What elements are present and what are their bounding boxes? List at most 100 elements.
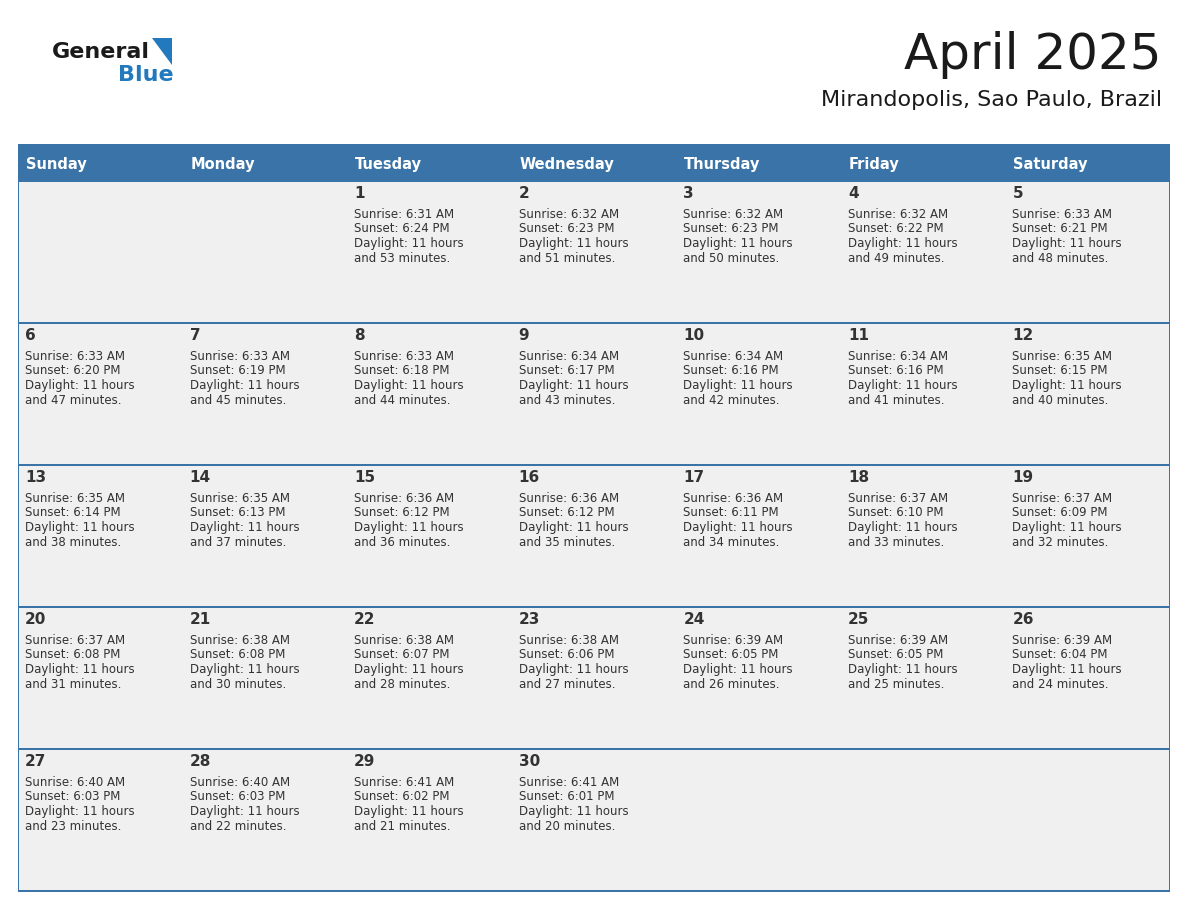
Text: 30: 30 <box>519 755 541 769</box>
Text: Sunset: 6:09 PM: Sunset: 6:09 PM <box>1012 507 1108 520</box>
Text: 7: 7 <box>190 329 201 343</box>
Text: Sunset: 6:08 PM: Sunset: 6:08 PM <box>25 648 120 662</box>
Text: Sunset: 6:05 PM: Sunset: 6:05 PM <box>683 648 778 662</box>
Text: Daylight: 11 hours: Daylight: 11 hours <box>683 237 792 250</box>
Text: Daylight: 11 hours: Daylight: 11 hours <box>25 805 134 818</box>
Bar <box>347 466 512 606</box>
Text: and 20 minutes.: and 20 minutes. <box>519 820 615 833</box>
Text: Daylight: 11 hours: Daylight: 11 hours <box>354 663 463 676</box>
Bar <box>183 148 347 180</box>
Text: Sunset: 6:10 PM: Sunset: 6:10 PM <box>848 507 943 520</box>
Bar <box>512 466 676 606</box>
Text: Sunset: 6:12 PM: Sunset: 6:12 PM <box>519 507 614 520</box>
Text: Daylight: 11 hours: Daylight: 11 hours <box>1012 521 1121 534</box>
Text: Sunset: 6:04 PM: Sunset: 6:04 PM <box>1012 648 1108 662</box>
Text: Sunrise: 6:38 AM: Sunrise: 6:38 AM <box>354 634 454 647</box>
Text: and 23 minutes.: and 23 minutes. <box>25 820 121 833</box>
Text: Sunrise: 6:41 AM: Sunrise: 6:41 AM <box>519 776 619 789</box>
Text: 20: 20 <box>25 612 46 628</box>
Bar <box>183 750 347 890</box>
Text: Sunrise: 6:33 AM: Sunrise: 6:33 AM <box>354 350 454 363</box>
Text: and 37 minutes.: and 37 minutes. <box>190 535 286 548</box>
Text: Sunset: 6:03 PM: Sunset: 6:03 PM <box>25 790 120 803</box>
Text: 1: 1 <box>354 186 365 201</box>
Text: 29: 29 <box>354 755 375 769</box>
Text: Daylight: 11 hours: Daylight: 11 hours <box>354 379 463 392</box>
Text: Sunset: 6:19 PM: Sunset: 6:19 PM <box>190 364 285 377</box>
Text: and 42 minutes.: and 42 minutes. <box>683 394 779 407</box>
Polygon shape <box>152 38 172 65</box>
Text: Sunrise: 6:39 AM: Sunrise: 6:39 AM <box>848 634 948 647</box>
Text: and 28 minutes.: and 28 minutes. <box>354 677 450 690</box>
Text: General: General <box>52 42 150 62</box>
Bar <box>347 750 512 890</box>
Text: Daylight: 11 hours: Daylight: 11 hours <box>519 663 628 676</box>
Text: Sunset: 6:08 PM: Sunset: 6:08 PM <box>190 648 285 662</box>
Text: Sunset: 6:22 PM: Sunset: 6:22 PM <box>848 222 943 236</box>
Text: Tuesday: Tuesday <box>355 156 422 172</box>
Text: and 27 minutes.: and 27 minutes. <box>519 677 615 690</box>
Bar <box>183 608 347 748</box>
Text: Daylight: 11 hours: Daylight: 11 hours <box>519 237 628 250</box>
Bar <box>676 750 841 890</box>
Text: Daylight: 11 hours: Daylight: 11 hours <box>25 663 134 676</box>
Text: Sunrise: 6:32 AM: Sunrise: 6:32 AM <box>683 208 783 221</box>
Text: Sunset: 6:15 PM: Sunset: 6:15 PM <box>1012 364 1108 377</box>
Text: and 21 minutes.: and 21 minutes. <box>354 820 450 833</box>
Bar <box>676 608 841 748</box>
Text: 5: 5 <box>1012 186 1023 201</box>
Text: Sunrise: 6:40 AM: Sunrise: 6:40 AM <box>25 776 125 789</box>
Text: 3: 3 <box>683 186 694 201</box>
Text: and 44 minutes.: and 44 minutes. <box>354 394 450 407</box>
Text: and 45 minutes.: and 45 minutes. <box>190 394 286 407</box>
Bar <box>18 324 183 464</box>
Bar <box>18 180 1170 182</box>
Bar <box>18 748 1170 750</box>
Text: Daylight: 11 hours: Daylight: 11 hours <box>25 379 134 392</box>
Text: Sunrise: 6:34 AM: Sunrise: 6:34 AM <box>683 350 783 363</box>
Text: Daylight: 11 hours: Daylight: 11 hours <box>190 379 299 392</box>
Text: Sunset: 6:05 PM: Sunset: 6:05 PM <box>848 648 943 662</box>
Text: Daylight: 11 hours: Daylight: 11 hours <box>519 379 628 392</box>
Bar <box>512 148 676 180</box>
Text: Sunset: 6:02 PM: Sunset: 6:02 PM <box>354 790 449 803</box>
Text: Daylight: 11 hours: Daylight: 11 hours <box>683 663 792 676</box>
Text: and 31 minutes.: and 31 minutes. <box>25 677 121 690</box>
Text: Daylight: 11 hours: Daylight: 11 hours <box>190 663 299 676</box>
Bar <box>1005 148 1170 180</box>
Bar <box>841 148 1005 180</box>
Text: 25: 25 <box>848 612 870 628</box>
Bar <box>18 182 183 322</box>
Text: Sunrise: 6:37 AM: Sunrise: 6:37 AM <box>848 492 948 505</box>
Bar <box>841 324 1005 464</box>
Text: 26: 26 <box>1012 612 1034 628</box>
Text: 8: 8 <box>354 329 365 343</box>
Text: Sunrise: 6:38 AM: Sunrise: 6:38 AM <box>519 634 619 647</box>
Text: Daylight: 11 hours: Daylight: 11 hours <box>354 805 463 818</box>
Text: Sunset: 6:03 PM: Sunset: 6:03 PM <box>190 790 285 803</box>
Text: Sunrise: 6:40 AM: Sunrise: 6:40 AM <box>190 776 290 789</box>
Text: Daylight: 11 hours: Daylight: 11 hours <box>1012 663 1121 676</box>
Bar <box>18 608 183 748</box>
Text: 16: 16 <box>519 471 541 486</box>
Text: Daylight: 11 hours: Daylight: 11 hours <box>848 663 958 676</box>
Text: Wednesday: Wednesday <box>519 156 614 172</box>
Bar <box>18 464 1170 466</box>
Text: Sunset: 6:21 PM: Sunset: 6:21 PM <box>1012 222 1108 236</box>
Bar <box>18 466 183 606</box>
Bar <box>347 324 512 464</box>
Text: 15: 15 <box>354 471 375 486</box>
Text: Friday: Friday <box>849 156 899 172</box>
Text: and 40 minutes.: and 40 minutes. <box>1012 394 1108 407</box>
Bar <box>18 322 1170 324</box>
Text: Sunset: 6:18 PM: Sunset: 6:18 PM <box>354 364 449 377</box>
Text: 18: 18 <box>848 471 868 486</box>
Text: Daylight: 11 hours: Daylight: 11 hours <box>1012 379 1121 392</box>
Text: Sunrise: 6:34 AM: Sunrise: 6:34 AM <box>519 350 619 363</box>
Bar <box>1005 182 1170 322</box>
Bar <box>676 148 841 180</box>
Text: Sunset: 6:13 PM: Sunset: 6:13 PM <box>190 507 285 520</box>
Bar <box>841 608 1005 748</box>
Text: Sunset: 6:16 PM: Sunset: 6:16 PM <box>848 364 943 377</box>
Bar <box>512 750 676 890</box>
